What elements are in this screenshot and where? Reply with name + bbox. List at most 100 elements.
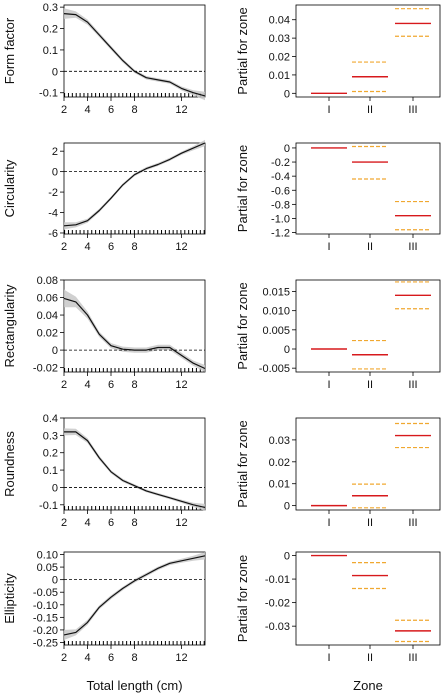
smooth-panel-2: -0.02 0 0.02 0.04 0.06 0.08 Rectangularity 2 4 6 8… xyxy=(2,275,206,391)
y-tick-label: 0.3 xyxy=(43,2,58,14)
x-tick-label: 6 xyxy=(108,379,114,391)
x-tick-label: 4 xyxy=(84,517,90,529)
y-tick-label: -2 xyxy=(48,187,58,199)
y-tick-label: 0.015 xyxy=(262,287,290,299)
y-tick-label: -6 xyxy=(48,228,58,240)
y-axis-label: Partial for zone xyxy=(235,7,250,94)
x-tick-label: 4 xyxy=(84,379,90,391)
y-tick-label: -0.005 xyxy=(259,363,290,375)
smooth-curve xyxy=(63,555,206,636)
x-tick-label: III xyxy=(408,517,417,529)
x-tick-label: 2 xyxy=(61,379,67,391)
y-tick-label: 0.4 xyxy=(43,413,58,425)
confidence-band xyxy=(64,552,205,640)
y-tick-label: 0 xyxy=(52,167,58,179)
y-axis-label: Partial for zone xyxy=(235,555,250,642)
y-tick-label: -0.01 xyxy=(265,574,290,586)
smooth-curve xyxy=(63,13,206,97)
y-tick-label: 0.1 xyxy=(43,465,58,477)
y-tick-label: -0.10 xyxy=(33,600,58,612)
y-tick-label: 0.2 xyxy=(43,448,58,460)
x-tick-label: II xyxy=(367,104,373,116)
plot-frame xyxy=(295,279,441,373)
y-tick-label: 0.010 xyxy=(262,306,290,318)
x-tick-label: I xyxy=(327,517,330,529)
y-tick-label: -1.0 xyxy=(271,213,290,225)
x-tick-label: 2 xyxy=(61,652,67,664)
confidence-band xyxy=(64,289,205,372)
smooth-curve xyxy=(64,431,206,508)
smooth-curve xyxy=(63,142,206,227)
x-tick-label: 2 xyxy=(61,241,67,253)
x-tick-label: 8 xyxy=(131,517,137,529)
y-tick-label: 2 xyxy=(52,146,58,158)
y-tick-label: 0.08 xyxy=(37,275,58,287)
y-axis-label: Partial for zone xyxy=(235,145,250,232)
y-tick-label: -0.05 xyxy=(33,587,58,599)
x-tick-label: 4 xyxy=(84,104,90,116)
y-axis-label: Partial for zone xyxy=(235,420,250,507)
plot-frame xyxy=(295,417,441,511)
x-tick-label: III xyxy=(408,241,417,253)
y-tick-label: 0 xyxy=(284,551,290,563)
y-axis-label: Rectangularity xyxy=(2,284,17,368)
confidence-band xyxy=(64,139,205,230)
y-tick-label: -0.03 xyxy=(265,621,290,633)
x-tick-label: II xyxy=(367,379,373,391)
x-tick-label: III xyxy=(408,104,417,116)
y-tick-label: 0.005 xyxy=(262,325,290,337)
x-tick-label: III xyxy=(408,652,417,664)
y-tick-label: 0.02 xyxy=(269,457,290,469)
y-tick-label: 0.3 xyxy=(43,430,58,442)
x-tick-label: 6 xyxy=(108,517,114,529)
y-tick-label: 0.06 xyxy=(37,293,58,305)
smooth-panel-1: -6 -4 -2 0 2 Circularity 2 4 6 8 12 xyxy=(2,139,206,253)
x-tick-label: 12 xyxy=(175,652,187,664)
y-tick-label: -0.15 xyxy=(33,612,58,624)
x-tick-label: II xyxy=(367,517,373,529)
y-tick-label: -0.1 xyxy=(39,500,58,512)
x-tick-label: 8 xyxy=(131,652,137,664)
y-axis-label: Partial for zone xyxy=(235,282,250,369)
plot-frame xyxy=(295,551,441,646)
y-tick-label: 0.10 xyxy=(37,550,58,562)
y-tick-label: -0.2 xyxy=(271,157,290,169)
y-tick-label: -0.02 xyxy=(33,363,58,375)
x-tick-label: III xyxy=(408,379,417,391)
y-tick-label: -4 xyxy=(48,208,58,220)
x-tick-label: 4 xyxy=(84,652,90,664)
y-tick-label: 0 xyxy=(284,501,290,513)
x-tick-label: 8 xyxy=(131,104,137,116)
x-tick-label: 6 xyxy=(108,652,114,664)
x-tick-label: 8 xyxy=(131,379,137,391)
y-tick-label: -0.4 xyxy=(271,171,290,183)
y-tick-label: 0.02 xyxy=(37,328,58,340)
x-tick-label: I xyxy=(327,241,330,253)
y-tick-label: 0.01 xyxy=(269,479,290,491)
x-tick-label: 8 xyxy=(131,241,137,253)
y-tick-label: 0 xyxy=(52,575,58,587)
y-tick-label: -0.25 xyxy=(33,637,58,649)
smooth-curve xyxy=(63,297,206,370)
y-tick-label: -0.8 xyxy=(271,199,290,211)
y-tick-label: 0 xyxy=(52,482,58,494)
x-tick-label: 12 xyxy=(175,517,187,529)
zone-panel-1: -1.2 -1.0 -0.8 -0.6 -0.4 -0.2 0 Partial for zon… xyxy=(235,142,441,253)
y-tick-label: 0.01 xyxy=(269,70,290,82)
x-tick-label: 6 xyxy=(108,241,114,253)
x-tick-label: I xyxy=(327,652,330,664)
y-tick-label: -0.20 xyxy=(33,625,58,637)
y-tick-label: 0.03 xyxy=(269,33,290,45)
x-tick-label: 12 xyxy=(175,104,187,116)
x-tick-label: II xyxy=(367,241,373,253)
smooth-panel-3: -0.1 0 0.1 0.2 0.3 0.4 Roundness 2 4 6 8 12 xyxy=(2,413,206,529)
y-tick-label: 0.1 xyxy=(43,45,58,57)
y-tick-label: 0.04 xyxy=(269,15,290,27)
plot-frame xyxy=(63,551,206,646)
y-tick-label: 0.2 xyxy=(43,24,58,36)
